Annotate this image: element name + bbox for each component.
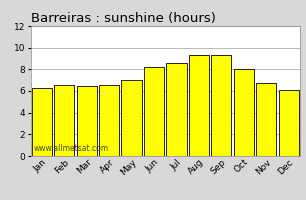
Bar (256, 83, 276, 156)
Bar (99, 85, 119, 156)
Bar (211, 55, 231, 156)
Bar (166, 63, 187, 156)
Text: www.allmetsat.com: www.allmetsat.com (33, 144, 108, 153)
Bar (32, 88, 52, 156)
Bar (278, 90, 299, 156)
Bar (144, 67, 164, 156)
Bar (121, 80, 142, 156)
Bar (76, 86, 97, 156)
Bar (54, 85, 74, 156)
Text: Barreiras : sunshine (hours): Barreiras : sunshine (hours) (31, 12, 215, 25)
Bar (234, 69, 254, 156)
Bar (189, 55, 209, 156)
